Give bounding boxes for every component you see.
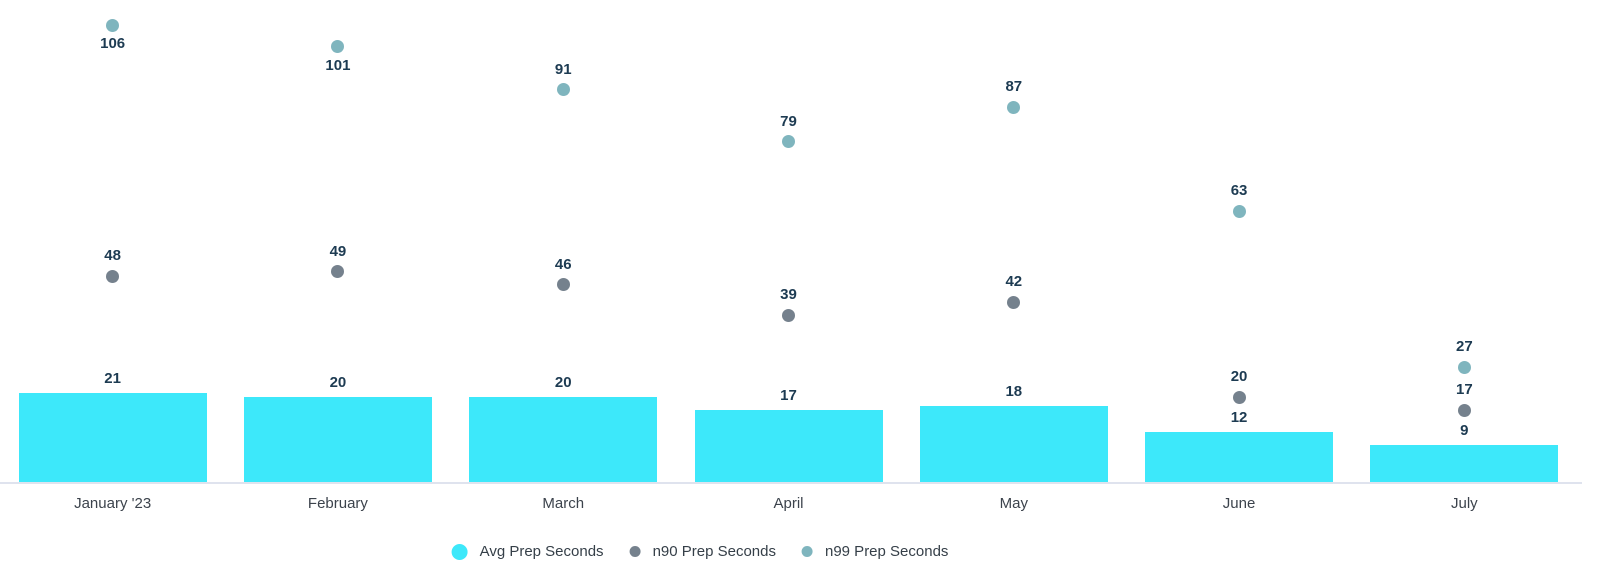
bar-avg-prep-seconds[interactable] [1370,445,1559,484]
legend-label-n90-prep-seconds: n90 Prep Seconds [652,543,776,560]
bar-value-label: 18 [1005,383,1023,401]
bar-avg-prep-seconds[interactable] [18,393,207,484]
point-value-label: 87 [1005,78,1023,96]
avg-prep-seconds-marker-icon [451,543,468,560]
dot-n90-prep-seconds[interactable] [331,265,345,279]
x-axis-label: May [999,495,1028,512]
dot-n99-prep-seconds[interactable] [106,18,120,32]
plot-area: 21 48 106 20 49 101 20 46 91 17 39 79 18 42 87 12 20 63 9 1… [18,18,1559,484]
point-value-label: 91 [554,60,572,78]
point-value-label: 63 [1230,182,1248,200]
point-value-label: 101 [325,56,351,74]
bar-avg-prep-seconds[interactable] [469,397,658,484]
x-axis-label: June [1222,495,1256,512]
bar-avg-prep-seconds[interactable] [243,397,432,484]
dot-n90-prep-seconds[interactable] [1232,390,1246,404]
dot-n99-prep-seconds[interactable] [1457,360,1471,374]
legend-item-n99-prep-seconds[interactable]: n99 Prep Seconds [801,543,949,560]
dot-n90-prep-seconds[interactable] [106,269,120,283]
bar-value-label: 9 [1460,422,1469,440]
x-axis-label: April [773,495,804,512]
dot-n99-prep-seconds[interactable] [782,135,795,149]
dot-n90-prep-seconds[interactable] [556,278,570,292]
point-value-label: 79 [780,112,797,130]
bar-value-label: 20 [554,374,572,392]
point-value-label: 39 [780,286,797,304]
point-value-label: 106 [100,35,126,53]
point-value-label: 46 [554,255,572,273]
legend-item-avg-prep-seconds[interactable]: Avg Prep Seconds [451,543,604,560]
n99-prep-seconds-marker-icon [801,546,813,557]
bar-value-label: 21 [104,370,121,388]
dot-n90-prep-seconds[interactable] [1457,403,1471,417]
n90-prep-seconds-marker-icon [629,546,641,557]
bar-avg-prep-seconds[interactable] [919,406,1108,484]
dot-n90-prep-seconds[interactable] [782,308,795,322]
dot-n90-prep-seconds[interactable] [1007,295,1021,309]
point-value-label: 17 [1456,381,1473,399]
point-value-label: 49 [329,242,347,260]
point-value-label: 27 [1456,338,1473,356]
dot-n99-prep-seconds[interactable] [331,40,345,54]
dot-n99-prep-seconds[interactable] [556,83,570,97]
point-value-label: 20 [1230,368,1248,386]
dot-n99-prep-seconds[interactable] [1232,204,1246,218]
legend-label-n99-prep-seconds: n99 Prep Seconds [824,543,949,560]
legend: Avg Prep Seconds n90 Prep Seconds n99 Pr… [451,543,949,560]
bar-avg-prep-seconds[interactable] [694,410,883,484]
point-value-label: 42 [1005,273,1023,291]
legend-item-n90-prep-seconds[interactable]: n90 Prep Seconds [629,543,776,560]
bar-value-label: 12 [1230,409,1248,427]
x-axis-label: January '23 [74,495,152,512]
bar-value-label: 17 [780,387,797,405]
point-value-label: 48 [104,247,121,265]
bar-avg-prep-seconds[interactable] [1145,432,1334,484]
x-axis-label: March [542,495,585,512]
x-axis-label: July [1451,495,1478,512]
x-axis-label: February [307,495,368,512]
dot-n99-prep-seconds[interactable] [1007,100,1021,114]
bar-value-label: 20 [329,374,347,392]
legend-label-avg-prep-seconds: Avg Prep Seconds [479,543,604,560]
x-axis-line [0,482,1582,484]
